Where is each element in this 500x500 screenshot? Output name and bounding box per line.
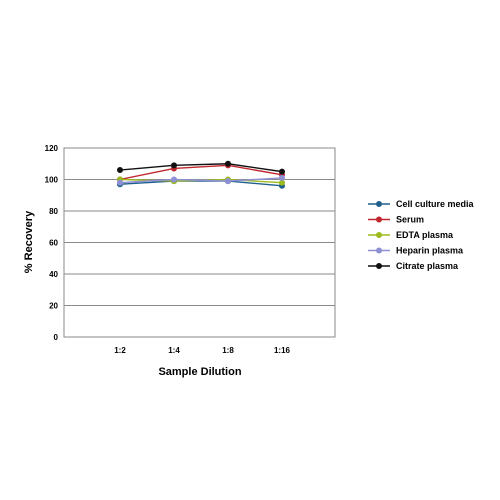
- legend-swatch-point: [376, 216, 382, 223]
- legend: Cell culture media Serum EDTA plasma Hepari…: [368, 199, 475, 271]
- gridlines: [64, 179, 335, 306]
- y-axis-title: % Recovery: [23, 210, 35, 273]
- data-point: [279, 174, 285, 181]
- y-tick-label: 80: [49, 207, 58, 216]
- series-line: [119, 163, 283, 173]
- y-tick-label: 60: [49, 239, 58, 248]
- legend-swatch-point: [376, 201, 382, 207]
- y-tick-label: 40: [49, 270, 58, 279]
- data-point: [279, 168, 285, 175]
- series-line: [119, 164, 283, 181]
- x-tick-labels: 1:2 1:4 1:8 1:16: [114, 346, 290, 355]
- data-point: [225, 160, 231, 167]
- x-tick-label: 1:4: [168, 346, 180, 355]
- legend-label: Citrate plasma: [396, 261, 459, 271]
- y-tick-labels: 0 20 40 60 80 100 120: [45, 144, 59, 342]
- series-points: [117, 160, 285, 189]
- data-point: [171, 162, 177, 169]
- data-point: [279, 179, 285, 186]
- x-tick-label: 1:8: [222, 346, 234, 355]
- y-tick-label: 0: [54, 333, 59, 342]
- data-point: [171, 176, 177, 183]
- series-lines: [119, 163, 283, 187]
- legend-swatch-point: [376, 247, 382, 254]
- y-tick-label: 20: [49, 302, 58, 311]
- legend-label: Cell culture media: [396, 199, 475, 209]
- series-line: [119, 177, 283, 184]
- legend-swatch-point: [376, 232, 382, 238]
- legend-swatch-point: [376, 263, 382, 269]
- data-point: [117, 167, 123, 174]
- x-tick-label: 1:16: [274, 346, 291, 355]
- legend-label: EDTA plasma: [396, 230, 454, 240]
- series-line: [119, 180, 283, 187]
- y-tick-label: 120: [45, 144, 59, 153]
- legend-label: Serum: [396, 215, 424, 225]
- legend-label: Heparin plasma: [396, 246, 464, 256]
- data-point: [225, 178, 231, 185]
- y-tick-label: 100: [45, 176, 59, 185]
- data-point: [117, 179, 123, 186]
- x-axis-title: Sample Dilution: [158, 366, 241, 378]
- x-tick-label: 1:2: [114, 346, 126, 355]
